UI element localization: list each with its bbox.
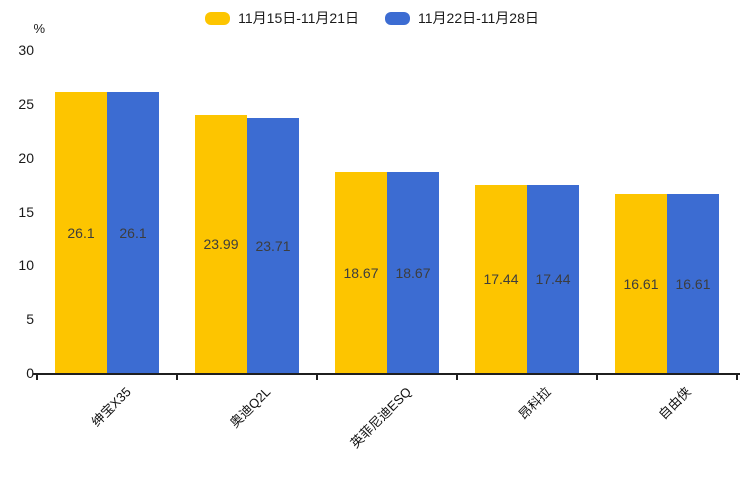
bar-value-label: 17.44 [535, 271, 571, 287]
legend-label: 11月22日-11月28日 [418, 10, 539, 26]
bar-value-label: 23.71 [255, 237, 291, 254]
y-tick-label: 30 [18, 42, 34, 58]
y-tick-label: 15 [18, 203, 34, 220]
y-tick-label: 10 [18, 257, 34, 274]
bar-series1-2: 23.99 [195, 115, 247, 373]
x-tick-mark [176, 375, 178, 380]
bar-series2-5: 16.61 [667, 194, 719, 373]
y-tick-label: 5 [26, 311, 34, 328]
bar-series1-4: 17.44 [475, 185, 527, 373]
bar-value-label: 26.1 [67, 224, 95, 241]
bar-value-label: 18.67 [395, 264, 431, 281]
x-tick-mark [316, 375, 318, 380]
legend-swatch-icon [385, 11, 410, 25]
x-axis-line [33, 373, 740, 375]
bar-series2-3: 18.67 [387, 172, 439, 373]
legend-item-1[interactable]: 11月15日-11月21日 [205, 8, 359, 28]
bar-value-label: 16.61 [623, 275, 659, 292]
bar-value-label: 23.99 [203, 236, 239, 252]
legend-label: 11月15日-11月21日 [238, 10, 359, 26]
bar-value-label: 18.67 [343, 264, 379, 281]
category-label: 奥迪Q2L [227, 384, 274, 431]
legend-item-2[interactable]: 11月22日-11月28日 [385, 8, 539, 28]
x-tick-mark [596, 375, 598, 380]
y-axis-unit-label: % [33, 21, 45, 36]
legend-swatch-icon [205, 11, 231, 25]
y-tick-label: 25 [18, 95, 34, 112]
bar-series2-2: 23.71 [247, 118, 299, 373]
category-label: 绅宝X35 [88, 384, 134, 430]
bar-series1-1: 26.1 [55, 92, 107, 373]
bar-series2-4: 17.44 [527, 185, 579, 373]
bar-value-label: 26.1 [119, 224, 147, 241]
x-tick-mark [736, 375, 738, 380]
bar-series2-1: 26.1 [107, 92, 159, 373]
category-label: 英菲尼迪ESQ [346, 384, 414, 451]
y-tick-label: 20 [18, 149, 34, 166]
category-label: 自由侠 [655, 384, 694, 423]
chart-legend: 11月15日-11月21日 11月22日-11月28日 [0, 8, 744, 28]
bar-series1-5: 16.61 [615, 194, 667, 373]
bar-value-label: 16.61 [675, 275, 711, 292]
category-label: 昂科拉 [515, 384, 554, 423]
x-tick-mark [456, 375, 458, 380]
bar-series1-3: 18.67 [335, 172, 387, 373]
y-tick-label: 0 [26, 365, 34, 381]
x-tick-mark [36, 375, 38, 380]
bar-value-label: 17.44 [483, 271, 519, 287]
